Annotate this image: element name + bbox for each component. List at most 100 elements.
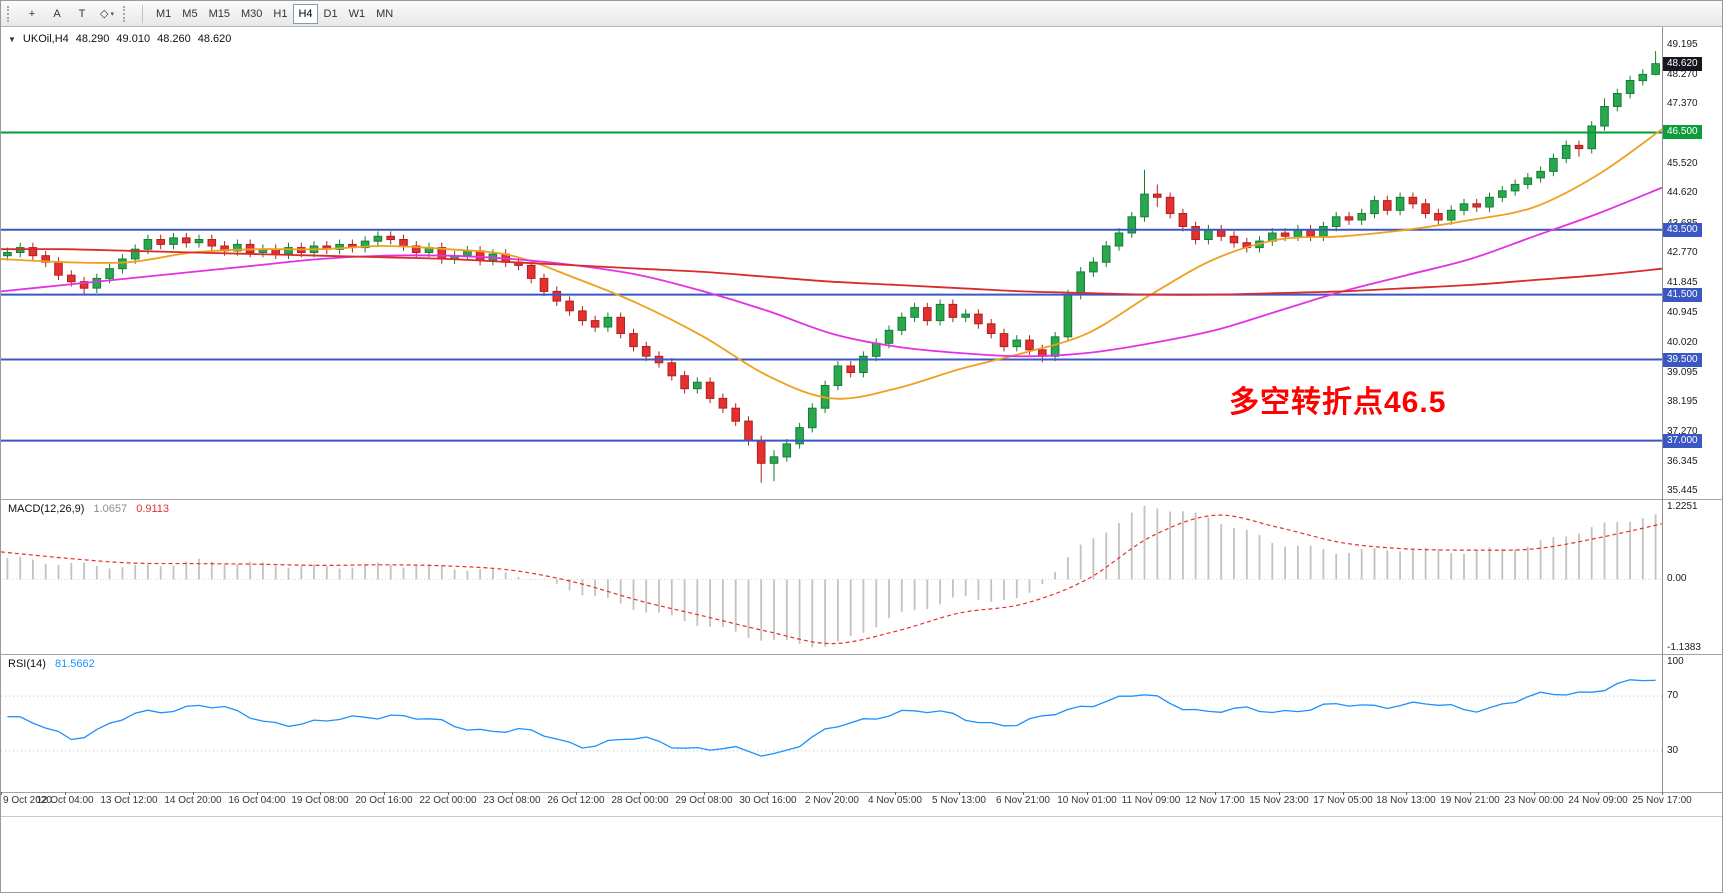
- price-tick-label: 42.770: [1667, 247, 1698, 259]
- macd-canvas[interactable]: [1, 500, 1662, 654]
- price-axis-separator: [1662, 27, 1663, 792]
- symbol-period-label: UKOil,H4: [22, 33, 69, 45]
- time-tick: [448, 792, 449, 795]
- price-tick-label: 36.345: [1667, 455, 1698, 467]
- timeframe-button-m5[interactable]: M5: [177, 4, 202, 24]
- ma-mid-line: [1, 186, 1662, 358]
- timeframe-button-h4[interactable]: H4: [293, 3, 318, 24]
- panel-separator: [1, 792, 1722, 793]
- close-value: 48.620: [197, 33, 232, 45]
- time-tick: [1406, 792, 1407, 795]
- moving-averages-layer: [1, 128, 1662, 400]
- time-label: 19 Nov 21:00: [1440, 795, 1500, 806]
- rsi-axis-label: 30: [1667, 744, 1679, 756]
- time-label: 9 Oct 2020: [3, 795, 52, 806]
- time-tick: [320, 792, 321, 795]
- time-label: 19 Oct 08:00: [291, 795, 349, 806]
- time-label: 11 Nov 09:00: [1121, 795, 1181, 806]
- macd-main-value: 1.0657: [93, 503, 128, 515]
- price-tick-label: 47.370: [1667, 98, 1698, 110]
- time-tick: [193, 792, 194, 795]
- timeframe-button-mn[interactable]: MN: [371, 4, 398, 24]
- annotation-text: 多空转折点46.5: [1229, 386, 1447, 419]
- rsi-label: RSI(14) 81.5662: [8, 658, 101, 670]
- toolbar-grip-icon[interactable]: [123, 5, 129, 22]
- time-label: 10 Nov 01:00: [1057, 795, 1117, 806]
- symbol-dropdown-icon[interactable]: ▼: [8, 34, 16, 44]
- time-tick: [1151, 792, 1152, 795]
- time-label: 23 Nov 00:00: [1504, 795, 1564, 806]
- macd-label: MACD(12,26,9) 1.0657 0.9113: [8, 503, 175, 515]
- macd-axis-label: 1.2251: [1667, 501, 1698, 512]
- macd-name: MACD(12,26,9): [8, 503, 85, 515]
- rsi-name: RSI(14): [8, 658, 46, 670]
- price-tick-label: 37.270: [1667, 425, 1698, 437]
- panel-separator[interactable]: [1, 654, 1722, 655]
- time-label: 22 Oct 00:00: [419, 795, 477, 806]
- time-tick: [65, 792, 66, 795]
- top-toolbar: + A T ◇ ▾ M1 M5 M15 M30 H1 H4 D1 W1 MN: [1, 1, 1722, 27]
- time-tick: [1470, 792, 1471, 795]
- timeframe-button-h1[interactable]: H1: [268, 4, 292, 24]
- price-tick-label: 39.095: [1667, 366, 1698, 378]
- price-tick-label: 41.845: [1667, 277, 1698, 289]
- time-label: 17 Nov 05:00: [1313, 795, 1373, 806]
- rsi-axis-label: 100: [1667, 656, 1684, 667]
- time-label: 12 Oct 04:00: [36, 795, 94, 806]
- time-tick: [1662, 792, 1663, 795]
- macd-axis-label: 0.00: [1667, 573, 1687, 585]
- price-tag-39.500: 39.500: [1663, 352, 1702, 367]
- text-label-tool-button[interactable]: T: [70, 4, 94, 24]
- timeframe-button-m15[interactable]: M15: [204, 4, 235, 24]
- time-tick: [129, 792, 130, 795]
- time-label: 23 Oct 08:00: [483, 795, 541, 806]
- timeframe-button-w1[interactable]: W1: [344, 4, 371, 24]
- crosshair-tool-button[interactable]: +: [20, 4, 44, 24]
- macd-signal-value: 0.9113: [136, 503, 170, 515]
- time-tick: [257, 792, 258, 795]
- timeframe-button-d1[interactable]: D1: [319, 4, 343, 24]
- time-tick: [1087, 792, 1088, 795]
- price-tick-label: 49.195: [1667, 39, 1698, 51]
- time-tick: [640, 792, 641, 795]
- price-tick-label: 38.195: [1667, 395, 1698, 407]
- time-tick: [768, 792, 769, 795]
- shapes-tool-button[interactable]: ◇ ▾: [95, 4, 119, 24]
- toolbar-grip-icon[interactable]: [7, 5, 13, 22]
- timeframe-button-m1[interactable]: M1: [151, 4, 176, 24]
- time-tick: [895, 792, 896, 795]
- price-tick-label: 45.520: [1667, 158, 1698, 170]
- time-label: 25 Nov 17:00: [1632, 795, 1692, 806]
- time-label: 12 Nov 17:00: [1185, 795, 1245, 806]
- time-tick: [1023, 792, 1024, 795]
- panel-separator: [1, 816, 1722, 817]
- high-value: 49.010: [116, 33, 151, 45]
- time-tick: [1279, 792, 1280, 795]
- time-tick: [576, 792, 577, 795]
- price-tick-label: 40.945: [1667, 306, 1698, 318]
- panel-separator[interactable]: [1, 499, 1722, 500]
- time-tick: [704, 792, 705, 795]
- low-value: 48.260: [157, 33, 191, 45]
- time-tick: [1598, 792, 1599, 795]
- timeframe-button-m30[interactable]: M30: [236, 4, 267, 24]
- rsi-canvas[interactable]: [1, 655, 1662, 792]
- time-tick: [959, 792, 960, 795]
- drawing-tools-group: + A T ◇ ▾: [20, 4, 119, 24]
- time-tick: [1343, 792, 1344, 795]
- chart-header: ▼ UKOil,H4 48.290 49.010 48.260 48.620: [8, 33, 231, 45]
- price-tick-label: 35.445: [1667, 485, 1698, 497]
- price-tag-46.500: 46.500: [1663, 125, 1702, 140]
- toolbar-separator: [142, 4, 143, 23]
- time-label: 20 Oct 16:00: [355, 795, 413, 806]
- time-label: 26 Oct 12:00: [547, 795, 605, 806]
- time-tick: [1215, 792, 1216, 795]
- text-annotation-tool-button[interactable]: A: [45, 4, 69, 24]
- time-label: 13 Oct 12:00: [100, 795, 158, 806]
- horizontal-lines-layer: [1, 131, 1662, 442]
- time-tick: [1534, 792, 1535, 795]
- time-tick: [832, 792, 833, 795]
- main-chart-canvas[interactable]: [1, 28, 1662, 499]
- time-label: 6 Nov 21:00: [996, 795, 1050, 806]
